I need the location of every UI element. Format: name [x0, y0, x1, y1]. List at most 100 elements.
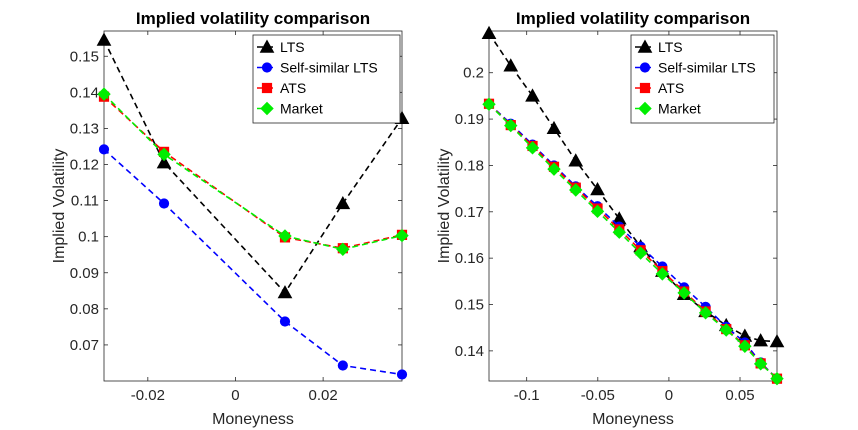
legend-label: LTS: [658, 39, 683, 55]
y-tick-label: 0.14: [455, 343, 484, 360]
legend-label: Market: [658, 101, 701, 117]
data-point: [770, 371, 784, 386]
legend-entry: Self-similar LTS: [635, 60, 756, 76]
legend-entry: ATS: [257, 80, 306, 96]
y-tick-label: 0.13: [70, 120, 99, 137]
data-point: [546, 120, 562, 135]
chart-title: Implied volatility comparison: [516, 9, 750, 28]
legend-marker: [638, 101, 652, 116]
legend-marker: [639, 62, 651, 73]
data-point: [753, 333, 768, 347]
legend-entry: Market: [635, 101, 701, 117]
data-point: [719, 323, 733, 337]
y-tick-label: 0.15: [455, 297, 484, 314]
data-point: [590, 182, 605, 196]
series-line: [103, 96, 403, 250]
data-point: [525, 141, 540, 155]
x-tick-label: 0.02: [309, 387, 338, 404]
y-tick-label: 0.19: [455, 111, 484, 128]
data-point: [156, 155, 172, 169]
x-axis-label: Moneyness: [592, 411, 674, 428]
legend-entry: ATS: [635, 80, 684, 96]
x-axis-label: Moneyness: [212, 411, 294, 428]
data-point: [633, 246, 648, 260]
data-point: [335, 195, 351, 210]
legend-label: Self-similar LTS: [658, 60, 756, 76]
chart-panel-2: -0.1 -0.05 0 0.05 0.14 0.15 0.16 0.17 0.18 0.19 0.…: [436, 9, 785, 428]
series-market: [482, 97, 784, 386]
data-point: [396, 369, 408, 380]
legend-marker: [637, 39, 653, 53]
y-tick-label: 0.17: [455, 204, 484, 221]
data-point: [569, 183, 583, 197]
data-point: [337, 360, 348, 371]
x-tick-label: 0.05: [725, 387, 754, 404]
y-tick-label: 0.08: [70, 301, 99, 318]
series-line: [488, 103, 778, 380]
y-axis-label: Implied Volatility: [436, 149, 453, 264]
data-point: [504, 118, 518, 133]
data-point: [158, 198, 170, 209]
data-point: [395, 228, 409, 243]
data-point: [738, 339, 752, 353]
legend: LTS Self-similar LTS ATS Market: [630, 34, 775, 124]
data-point: [525, 88, 540, 102]
legend-label: ATS: [280, 80, 306, 96]
legend-label: LTS: [280, 39, 305, 55]
data-point: [568, 153, 584, 167]
data-point: [698, 306, 713, 320]
data-point: [503, 58, 519, 72]
data-point: [612, 225, 626, 239]
data-point: [547, 162, 561, 176]
series-self-similar-lts: [98, 144, 408, 380]
x-tick-label: -0.05: [581, 387, 615, 404]
data-point: [753, 357, 768, 371]
data-point: [481, 25, 497, 40]
data-point: [98, 144, 110, 155]
legend-label: Self-similar LTS: [280, 60, 378, 76]
x-tick-label: 0: [665, 387, 673, 404]
y-tick-label: 0.14: [70, 84, 99, 101]
legend-entry: Market: [257, 101, 323, 117]
y-tick-label: 0.09: [70, 265, 99, 282]
data-point: [157, 147, 171, 162]
y-tick-label: 0.12: [70, 157, 99, 174]
legend-label: ATS: [658, 80, 684, 96]
legend-entry: Self-similar LTS: [257, 60, 378, 76]
data-point: [278, 229, 292, 243]
y-tick-label: 0.18: [455, 157, 484, 174]
x-tick-label: -0.1: [514, 387, 540, 404]
data-point: [279, 316, 291, 327]
series-line: [103, 148, 403, 376]
legend-box: [630, 34, 775, 124]
legend-marker: [639, 82, 651, 94]
series-market: [97, 87, 409, 257]
data-point: [590, 204, 605, 219]
y-tick-label: 0.16: [455, 250, 484, 267]
y-tick-label: 0.11: [71, 193, 99, 210]
x-tick-label: 0: [231, 387, 239, 404]
legend-marker: [260, 101, 274, 116]
y-tick-label: 0.2: [463, 65, 484, 82]
data-point: [277, 285, 293, 299]
y-tick-label: 0.07: [70, 337, 99, 354]
y-tick-label: 0.1: [78, 229, 99, 246]
y-tick-label: 0.15: [70, 48, 99, 65]
data-point: [482, 97, 496, 111]
y-axis-label: Implied Volatility: [51, 149, 68, 264]
data-point: [769, 334, 785, 348]
chart-title: Implied volatility comparison: [136, 9, 370, 28]
legend-marker: [261, 82, 273, 94]
x-tick-label: -0.02: [131, 387, 165, 404]
legend-label: Market: [280, 101, 323, 117]
data-point: [655, 267, 670, 281]
legend-marker: [261, 62, 273, 73]
chart-panel-1: -0.02 0 0.02 0.07 0.08 0.09 0.1 0.11 0.12 0.13 0.1…: [51, 9, 410, 428]
legend-entry: LTS: [257, 39, 305, 55]
data-point: [336, 242, 350, 257]
data-point: [677, 286, 691, 300]
legend-marker: [259, 39, 275, 53]
legend-box: [252, 34, 401, 124]
data-point: [96, 32, 112, 46]
